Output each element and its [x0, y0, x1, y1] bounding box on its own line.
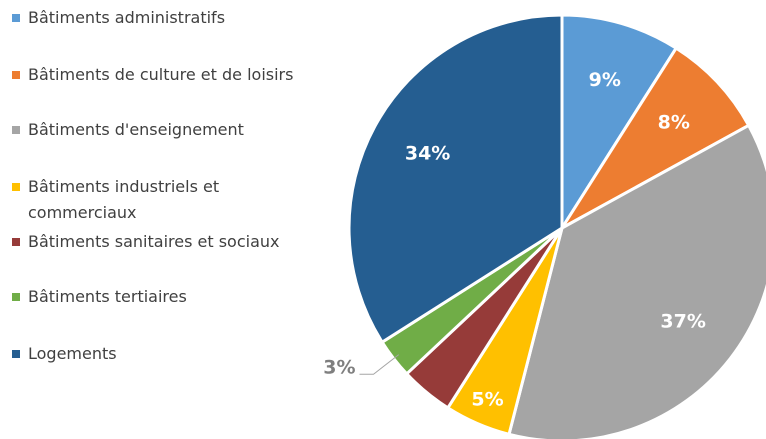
- data-label: 34%: [405, 143, 450, 165]
- legend-item: Bâtiments d'enseignement: [12, 117, 297, 143]
- legend-label: Bâtiments industriels et commerciaux: [28, 177, 220, 222]
- legend-swatch: [12, 71, 20, 79]
- legend-label: Bâtiments administratifs: [28, 8, 226, 27]
- pie-slice: [507, 123, 766, 439]
- legend-item: Bâtiments administratifs: [12, 5, 297, 31]
- legend-swatch: [12, 126, 20, 134]
- data-label: 5%: [471, 389, 503, 411]
- pie-slice: [347, 13, 564, 345]
- legend-label: Logements: [28, 344, 117, 363]
- legend-label: Bâtiments de culture et de loisirs: [28, 65, 294, 84]
- data-label: 3%: [323, 357, 355, 379]
- legend-item: Bâtiments tertiaires: [12, 284, 297, 310]
- leader-line: [359, 354, 400, 375]
- legend-swatch: [12, 238, 20, 246]
- legend-swatch: [12, 14, 20, 22]
- legend-swatch: [12, 293, 20, 301]
- pie-slice: [560, 13, 679, 234]
- legend-label: Bâtiments d'enseignement: [28, 120, 244, 139]
- legend-item: Bâtiments sanitaires et sociaux: [12, 229, 297, 255]
- pie-slice: [560, 46, 751, 230]
- legend-item: Logements: [12, 341, 297, 367]
- legend-swatch: [12, 350, 20, 358]
- legend-label: Bâtiments tertiaires: [28, 287, 187, 306]
- data-label: 9%: [589, 69, 621, 91]
- legend-item: Bâtiments de culture et de loisirs: [12, 62, 297, 88]
- data-label: 8%: [658, 112, 690, 134]
- data-label: 37%: [660, 310, 705, 332]
- legend-swatch: [12, 183, 20, 191]
- legend-label: Bâtiments sanitaires et sociaux: [28, 232, 280, 251]
- legend-item: Bâtiments industriels et commerciaux: [12, 174, 297, 226]
